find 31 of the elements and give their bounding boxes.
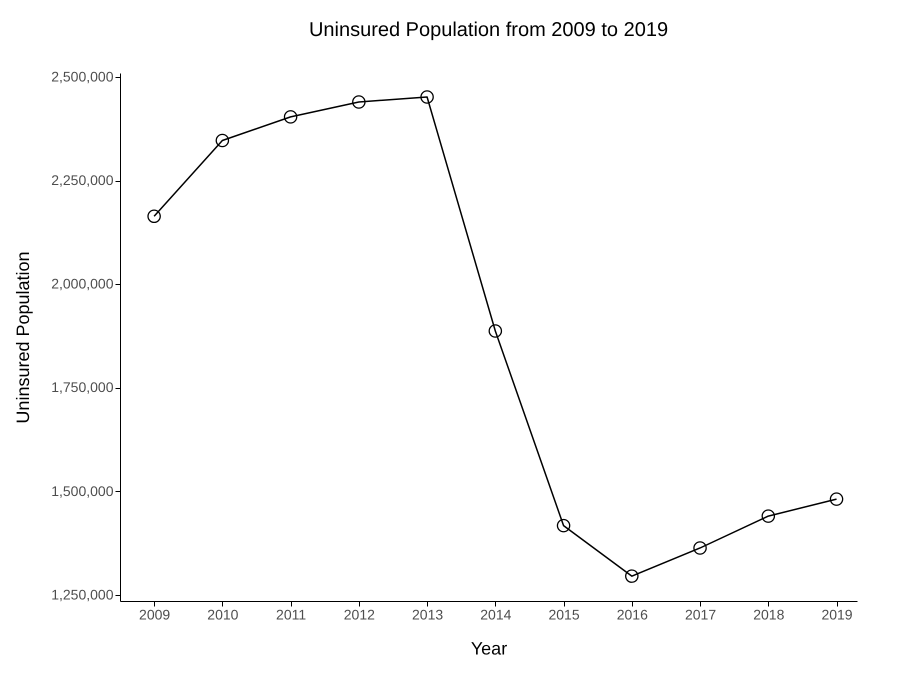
point bbox=[830, 492, 844, 506]
point bbox=[625, 569, 639, 583]
y-tick-label: 2,000,000 bbox=[51, 276, 114, 292]
point bbox=[147, 210, 161, 224]
x-tick-label: 2009 bbox=[139, 606, 170, 622]
point bbox=[693, 541, 707, 555]
point bbox=[556, 518, 570, 532]
y-tick-label: 1,500,000 bbox=[51, 482, 114, 499]
x-tick-label: 2014 bbox=[480, 606, 512, 622]
point bbox=[488, 324, 502, 338]
x-tick-label: 2019 bbox=[821, 606, 853, 622]
point bbox=[284, 110, 298, 124]
y-tick-label: 2,500,000 bbox=[51, 68, 114, 85]
x-axis-title: Year bbox=[470, 638, 508, 658]
y-tick-label: 1,750,000 bbox=[51, 379, 114, 396]
point bbox=[420, 90, 434, 104]
x-tick-label: 2016 bbox=[616, 606, 648, 622]
point bbox=[216, 134, 230, 148]
point bbox=[762, 509, 776, 523]
chart-title: Uninsured Population from 2009 to 2019 bbox=[308, 19, 668, 42]
y-tick-label: 1,250,000 bbox=[51, 586, 114, 602]
x-tick-label: 2013 bbox=[412, 606, 444, 622]
y-tick-label: 2,250,000 bbox=[51, 172, 114, 188]
y-axis-title: Uninsured Population bbox=[13, 251, 34, 424]
point bbox=[352, 95, 366, 109]
x-tick-label: 2017 bbox=[684, 606, 716, 622]
x-tick-label: 2015 bbox=[548, 606, 580, 622]
x-tick-label: 2012 bbox=[344, 606, 376, 622]
x-tick-label: 2011 bbox=[276, 606, 306, 622]
x-tick-label: 2018 bbox=[753, 606, 785, 622]
x-tick-label: 2010 bbox=[207, 606, 239, 622]
